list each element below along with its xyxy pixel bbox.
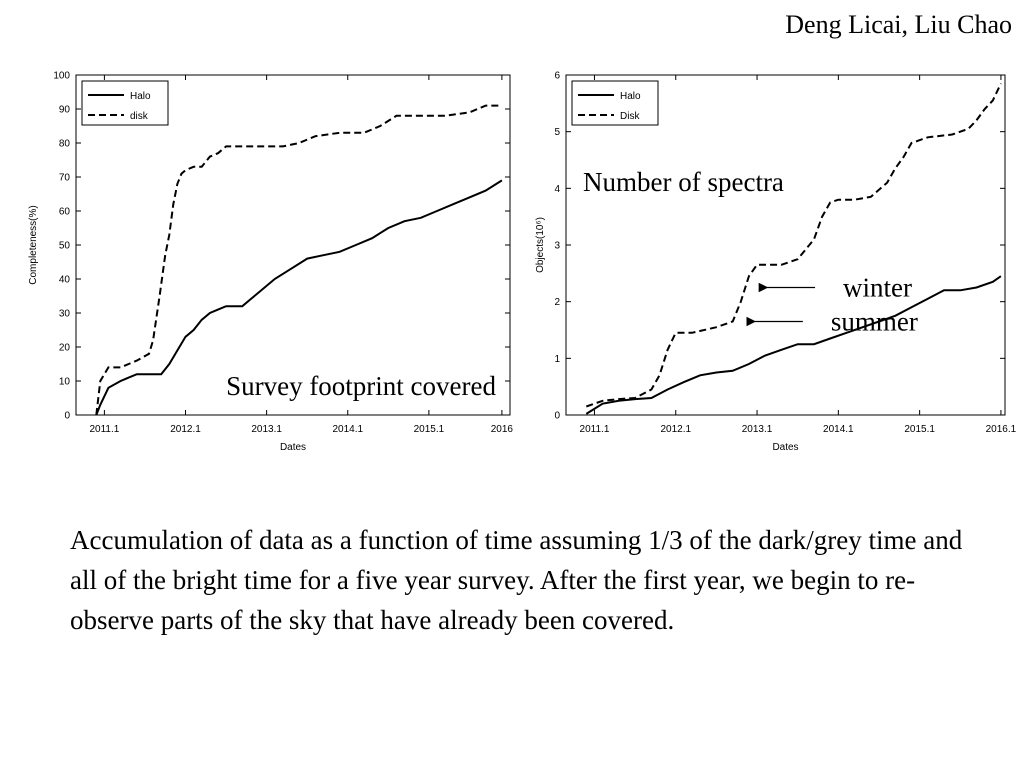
annotation-text: Survey footprint covered <box>226 371 496 401</box>
chart-1: 0 10 20 30 40 50 60 70 80 90 100 2011.1 2012.1 2013.1… <box>28 71 513 454</box>
x-tick-label: 2016.1 <box>986 424 1017 435</box>
x-tick-label: 2012.1 <box>660 424 691 435</box>
y-tick-label: 90 <box>59 105 71 116</box>
author-names: Deng Licai, Liu Chao <box>785 10 1012 39</box>
legend-label: Disk <box>620 111 640 122</box>
x-axis-label: Dates <box>280 442 306 453</box>
legend-box <box>81 80 169 126</box>
series-line-disk <box>585 83 1002 408</box>
y-tick-label: 6 <box>554 71 560 82</box>
y-tick-label: 1 <box>554 354 560 365</box>
y-tick-label: 5 <box>554 127 560 138</box>
x-tick-label: 2011.1 <box>580 424 610 435</box>
slide-caption: Accumulation of data as a function of ti… <box>70 525 963 635</box>
y-tick-label: 70 <box>59 173 71 184</box>
x-tick-label: 2014.1 <box>332 424 363 435</box>
y-tick-label: 0 <box>554 411 560 422</box>
x-tick-label: 2015.1 <box>904 424 935 435</box>
series-line-halo <box>585 275 1002 415</box>
y-tick-label: 0 <box>64 411 70 422</box>
legend-box <box>571 80 659 126</box>
y-tick-label: 50 <box>59 241 71 252</box>
y-tick-label: 80 <box>59 139 71 150</box>
plot-frame <box>565 74 1006 416</box>
y-tick-label: 60 <box>59 207 71 218</box>
y-tick-label: 30 <box>59 309 71 320</box>
x-tick-label: 2012.1 <box>170 424 201 435</box>
x-tick-label: 2011.1 <box>89 424 119 435</box>
arrow-label-winter: winter <box>843 273 912 303</box>
y-axis-label: Objects(10⁶) <box>535 217 546 273</box>
x-axis-label: Dates <box>772 442 798 453</box>
series-line-halo <box>95 179 503 416</box>
y-axis-label: Completeness(%) <box>28 205 39 284</box>
y-tick-label: 3 <box>554 241 560 252</box>
chart-2: 0 1 2 3 4 5 6 2011.1 2012.1 2013.1 2014.1 2015.1 201… <box>535 71 1017 454</box>
plot-frame <box>75 74 511 416</box>
y-tick-label: 10 <box>59 377 71 388</box>
series-line-disk <box>95 104 502 416</box>
x-tick-label: 2013.1 <box>251 424 282 435</box>
annotation-text: Number of spectra <box>583 167 784 197</box>
x-tick-label: 2016 <box>491 424 514 435</box>
legend-label: disk <box>130 111 149 122</box>
x-tick-label: 2014.1 <box>823 424 854 435</box>
x-tick-label: 2013.1 <box>742 424 773 435</box>
legend-label: Halo <box>130 91 151 102</box>
y-tick-label: 4 <box>554 184 560 195</box>
y-tick-label: 100 <box>53 71 70 82</box>
x-tick-label: 2015.1 <box>414 424 445 435</box>
y-tick-label: 40 <box>59 275 71 286</box>
y-tick-label: 20 <box>59 343 71 354</box>
legend: Halo disk <box>81 80 169 126</box>
legend-label: Halo <box>620 91 641 102</box>
arrow-label-summer: summer <box>831 307 918 337</box>
legend: Halo Disk <box>571 80 659 126</box>
y-tick-label: 2 <box>554 297 560 308</box>
